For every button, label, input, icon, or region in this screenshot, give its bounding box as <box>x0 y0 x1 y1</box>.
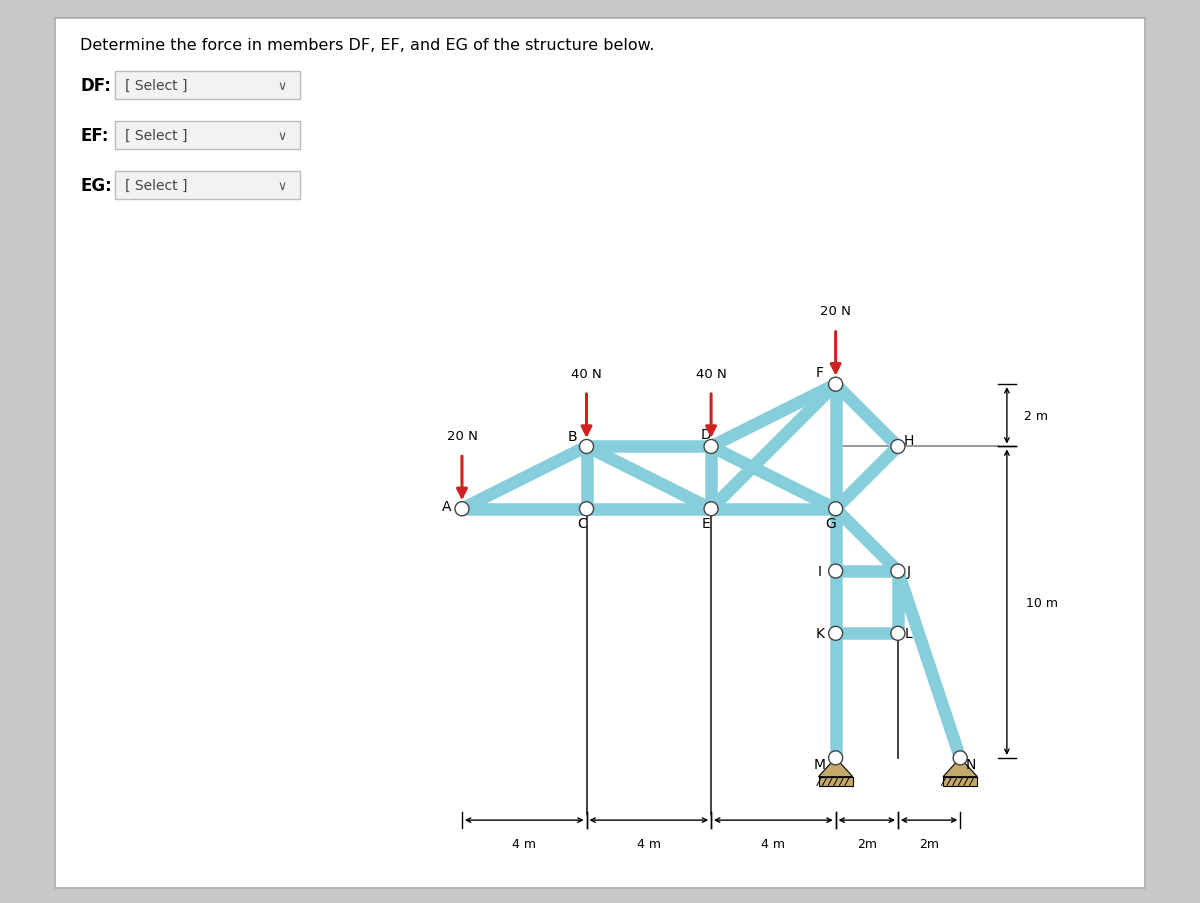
FancyBboxPatch shape <box>115 172 300 200</box>
Polygon shape <box>943 758 977 777</box>
Circle shape <box>706 442 716 452</box>
Text: 40 N: 40 N <box>696 368 726 380</box>
FancyBboxPatch shape <box>55 19 1145 888</box>
Circle shape <box>829 502 842 517</box>
Text: DF:: DF: <box>80 77 110 95</box>
Circle shape <box>890 440 905 454</box>
Circle shape <box>890 564 905 579</box>
Circle shape <box>893 566 904 577</box>
Text: G: G <box>826 517 836 530</box>
Circle shape <box>581 442 592 452</box>
Circle shape <box>830 379 841 390</box>
Text: J: J <box>907 564 911 579</box>
Text: EF:: EF: <box>80 126 108 144</box>
Text: A: A <box>442 499 451 513</box>
Text: [ Select ]: [ Select ] <box>125 179 187 192</box>
Circle shape <box>580 502 594 517</box>
Text: [ Select ]: [ Select ] <box>125 129 187 143</box>
Text: K: K <box>816 627 824 640</box>
Text: H: H <box>904 433 914 448</box>
Circle shape <box>890 627 905 640</box>
Text: 20 N: 20 N <box>820 305 851 318</box>
Circle shape <box>953 751 967 765</box>
Text: 40 N: 40 N <box>571 368 602 380</box>
Circle shape <box>456 504 468 515</box>
Text: N: N <box>966 758 977 771</box>
Polygon shape <box>818 777 853 787</box>
Text: ∨: ∨ <box>277 181 287 193</box>
Text: 2m: 2m <box>857 837 877 851</box>
Text: Determine the force in members DF, EF, and EG of the structure below.: Determine the force in members DF, EF, a… <box>80 39 654 53</box>
Circle shape <box>893 442 904 452</box>
Text: EG:: EG: <box>80 177 112 195</box>
Circle shape <box>830 504 841 515</box>
Circle shape <box>581 504 592 515</box>
Circle shape <box>829 377 842 392</box>
Text: I: I <box>818 564 822 579</box>
Circle shape <box>830 628 841 639</box>
Text: E: E <box>702 517 710 530</box>
Circle shape <box>706 504 716 515</box>
FancyBboxPatch shape <box>115 122 300 150</box>
Circle shape <box>704 440 718 454</box>
Circle shape <box>893 628 904 639</box>
Text: C: C <box>577 517 587 530</box>
Text: B: B <box>568 429 577 443</box>
Text: L: L <box>905 627 913 640</box>
Circle shape <box>830 752 841 764</box>
Text: ∨: ∨ <box>277 130 287 144</box>
Circle shape <box>829 751 842 765</box>
Circle shape <box>829 564 842 579</box>
Text: ∨: ∨ <box>277 80 287 93</box>
Text: 2 m: 2 m <box>1024 409 1048 423</box>
Text: 4 m: 4 m <box>637 837 661 851</box>
Circle shape <box>455 502 469 517</box>
Text: 4 m: 4 m <box>512 837 536 851</box>
Circle shape <box>704 502 718 517</box>
Circle shape <box>830 566 841 577</box>
Circle shape <box>580 440 594 454</box>
Text: [ Select ]: [ Select ] <box>125 79 187 93</box>
Text: 2m: 2m <box>919 837 940 851</box>
Circle shape <box>829 627 842 640</box>
Polygon shape <box>943 777 977 787</box>
Circle shape <box>954 752 966 764</box>
Text: 4 m: 4 m <box>761 837 785 851</box>
Text: 10 m: 10 m <box>1026 596 1057 609</box>
Text: 20 N: 20 N <box>446 429 478 442</box>
Text: M: M <box>814 758 826 771</box>
Text: F: F <box>816 366 824 379</box>
FancyBboxPatch shape <box>115 72 300 100</box>
Text: D: D <box>701 427 712 442</box>
Polygon shape <box>818 758 853 777</box>
